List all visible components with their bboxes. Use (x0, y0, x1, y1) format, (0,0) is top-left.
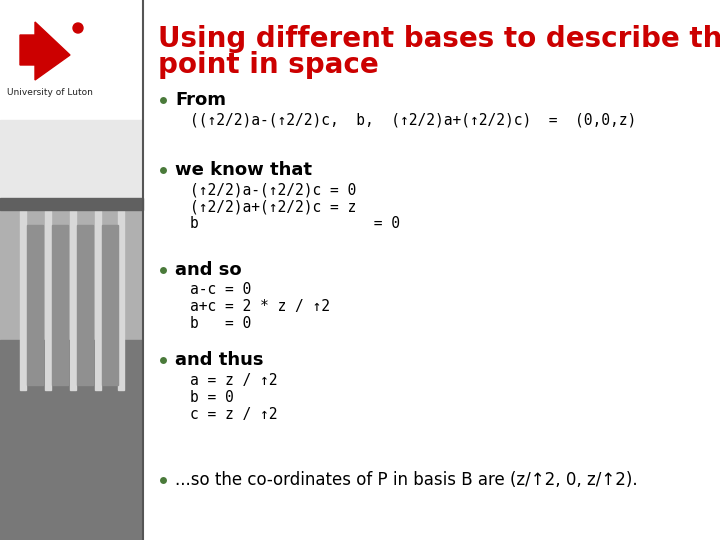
Text: (↑2/2)a+(↑2/2)c = z: (↑2/2)a+(↑2/2)c = z (190, 199, 356, 214)
Bar (45, 200, 51, 390)
Bar (77, 225, 93, 385)
Text: University of Luton: University of Luton (7, 88, 93, 97)
Text: b                    = 0: b = 0 (190, 217, 400, 232)
Bar (27, 225, 43, 385)
Bar (0, 0, 143, 120)
Circle shape (73, 23, 83, 33)
Text: and so: and so (175, 261, 242, 279)
Text: Using different bases to describe the same: Using different bases to describe the sa… (158, 25, 720, 53)
Text: b = 0: b = 0 (190, 389, 234, 404)
Text: point in space: point in space (158, 51, 379, 79)
Bar (102, 225, 118, 385)
Text: a = z / ↑2: a = z / ↑2 (190, 373, 277, 388)
Text: (↑2/2)a-(↑2/2)c = 0: (↑2/2)a-(↑2/2)c = 0 (190, 183, 356, 198)
Bar (143, 0, 720, 540)
Bar (52, 225, 68, 385)
Text: ...so the co-ordinates of P in basis B are (z/↑2, 0, z/↑2).: ...so the co-ordinates of P in basis B a… (175, 471, 638, 489)
Text: a-c = 0: a-c = 0 (190, 282, 251, 298)
Bar (118, 200, 124, 390)
Text: a+c = 2 * z / ↑2: a+c = 2 * z / ↑2 (190, 300, 330, 314)
Polygon shape (20, 22, 70, 80)
Bar (70, 200, 76, 390)
Text: we know that: we know that (175, 161, 312, 179)
Text: ((↑2/2)a-(↑2/2)c,  b,  (↑2/2)a+(↑2/2)c)  =  (0,0,z): ((↑2/2)a-(↑2/2)c, b, (↑2/2)a+(↑2/2)c) = … (190, 112, 636, 127)
Bar (95, 200, 101, 390)
Text: From: From (175, 91, 226, 109)
Text: and thus: and thus (175, 351, 264, 369)
Text: c = z / ↑2: c = z / ↑2 (190, 407, 277, 422)
Bar (0, 200, 143, 340)
Bar (0, 198, 143, 210)
Bar (0, 120, 143, 200)
Bar (0, 340, 143, 540)
Text: b   = 0: b = 0 (190, 316, 251, 332)
Bar (20, 200, 26, 390)
